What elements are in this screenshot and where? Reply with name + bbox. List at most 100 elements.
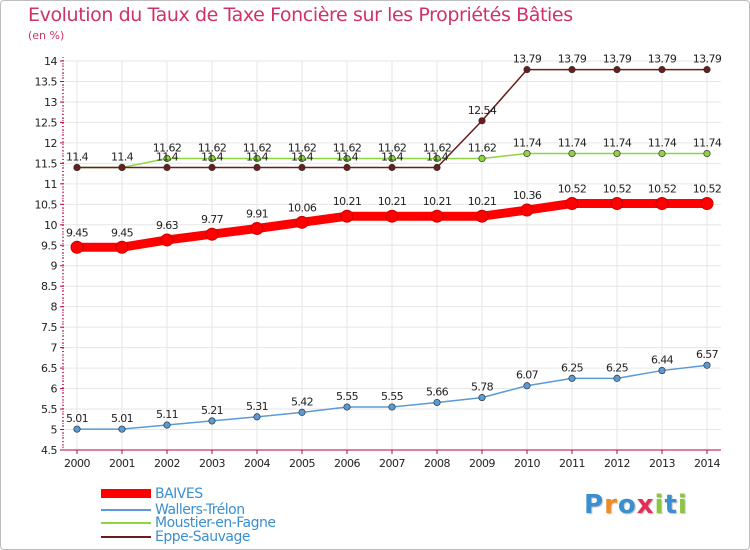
data-label-moustier-en-fagne: 11.62 bbox=[198, 141, 227, 154]
y-tick-label: 7.5 bbox=[41, 321, 57, 334]
x-tick-label: 2004 bbox=[244, 457, 270, 470]
data-label-wallers-trelon: 5.11 bbox=[156, 408, 178, 421]
point-eppe-sauvage bbox=[658, 66, 666, 74]
y-tick-label: 5 bbox=[51, 424, 58, 437]
y-tick-label: 4.5 bbox=[41, 444, 57, 457]
y-tick-label: 13.5 bbox=[35, 75, 58, 88]
chart-title: Evolution du Taux de Taxe Foncière sur l… bbox=[28, 4, 573, 26]
point-eppe-sauvage bbox=[613, 66, 621, 74]
data-label-eppe-sauvage: 11.4 bbox=[66, 150, 89, 163]
data-label-wallers-trelon: 6.25 bbox=[561, 361, 584, 374]
data-label-wallers-trelon: 6.44 bbox=[651, 354, 674, 367]
point-wallers-trelon bbox=[388, 403, 396, 411]
point-wallers-trelon bbox=[118, 425, 126, 433]
data-label-moustier-en-fagne: 11.62 bbox=[333, 141, 362, 154]
legend-swatch-wallers-trelon bbox=[101, 508, 151, 511]
point-moustier-en-fagne bbox=[613, 149, 621, 158]
legend-swatch-baives bbox=[101, 489, 151, 498]
x-tick-label: 2013 bbox=[649, 457, 675, 470]
x-tick-label: 2010 bbox=[514, 457, 540, 470]
data-label-moustier-en-fagne: 11.74 bbox=[513, 137, 542, 150]
y-tick-label: 6.5 bbox=[41, 362, 57, 375]
legend-swatch-eppe-sauvage bbox=[101, 535, 151, 538]
data-label-eppe-sauvage: 11.4 bbox=[426, 150, 449, 163]
point-baives bbox=[475, 209, 489, 223]
point-baives bbox=[295, 215, 309, 229]
point-eppe-sauvage bbox=[568, 66, 576, 74]
point-eppe-sauvage bbox=[478, 117, 486, 125]
proxiti-logo: Proxiti bbox=[584, 490, 688, 520]
legend-item-eppe-sauvage: Eppe-Sauvage bbox=[101, 528, 251, 545]
point-eppe-sauvage bbox=[73, 163, 81, 172]
data-label-moustier-en-fagne: 11.62 bbox=[288, 141, 317, 154]
point-baives bbox=[610, 196, 624, 210]
y-tick-label: 6 bbox=[51, 383, 58, 396]
point-moustier-en-fagne bbox=[343, 154, 351, 163]
point-wallers-trelon bbox=[163, 421, 171, 429]
point-eppe-sauvage bbox=[388, 163, 396, 172]
data-label-moustier-en-fagne: 11.62 bbox=[243, 141, 272, 154]
data-label-baives: 10.36 bbox=[513, 189, 542, 202]
legend-item-baives: BAIVES bbox=[101, 485, 203, 502]
y-tick-label: 10 bbox=[44, 219, 57, 232]
point-wallers-trelon bbox=[658, 367, 666, 375]
data-label-eppe-sauvage: 13.79 bbox=[558, 53, 587, 66]
data-label-moustier-en-fagne: 11.62 bbox=[153, 141, 182, 154]
data-label-wallers-trelon: 6.07 bbox=[516, 369, 539, 382]
data-label-baives: 10.06 bbox=[288, 201, 317, 214]
point-moustier-en-fagne bbox=[478, 154, 486, 163]
point-moustier-en-fagne bbox=[523, 149, 531, 158]
logo-letter: r bbox=[604, 490, 618, 520]
legend-swatch-moustier-en-fagne bbox=[101, 521, 151, 524]
data-label-baives: 9.45 bbox=[66, 226, 89, 239]
y-tick-label: 14 bbox=[44, 55, 57, 68]
data-label-moustier-en-fagne: 11.74 bbox=[603, 137, 632, 150]
data-label-wallers-trelon: 6.57 bbox=[696, 348, 719, 361]
point-moustier-en-fagne bbox=[568, 149, 576, 158]
y-tick-label: 12.5 bbox=[35, 116, 58, 129]
data-label-eppe-sauvage: 11.4 bbox=[111, 150, 134, 163]
point-baives bbox=[115, 240, 129, 254]
point-moustier-en-fagne bbox=[658, 149, 666, 158]
data-label-eppe-sauvage: 11.4 bbox=[336, 150, 359, 163]
x-tick-label: 2006 bbox=[334, 457, 360, 470]
x-tick-label: 2002 bbox=[154, 457, 180, 470]
point-eppe-sauvage bbox=[118, 163, 126, 172]
point-baives bbox=[565, 196, 579, 210]
data-label-wallers-trelon: 5.01 bbox=[66, 412, 88, 425]
logo-letter: t bbox=[664, 490, 678, 520]
point-moustier-en-fagne bbox=[298, 154, 306, 163]
point-wallers-trelon bbox=[478, 394, 486, 402]
unit-label: (en %) bbox=[28, 29, 65, 42]
y-tick-label: 10.5 bbox=[35, 198, 58, 211]
point-wallers-trelon bbox=[208, 417, 216, 425]
point-eppe-sauvage bbox=[523, 66, 531, 74]
legend-label-eppe-sauvage: Eppe-Sauvage bbox=[155, 528, 251, 545]
y-tick-label: 7 bbox=[51, 342, 58, 355]
point-eppe-sauvage bbox=[343, 163, 351, 172]
data-label-wallers-trelon: 5.31 bbox=[246, 400, 268, 413]
legend-label-baives: BAIVES bbox=[155, 485, 203, 502]
data-label-baives: 9.91 bbox=[246, 207, 268, 220]
data-label-wallers-trelon: 5.66 bbox=[426, 386, 449, 399]
y-tick-label: 11.5 bbox=[35, 157, 58, 170]
legend-label-moustier-en-fagne: Moustier-en-Fagne bbox=[155, 514, 276, 531]
point-baives bbox=[385, 209, 399, 223]
data-label-moustier-en-fagne: 11.74 bbox=[558, 137, 587, 150]
data-label-moustier-en-fagne: 11.62 bbox=[468, 141, 497, 154]
data-label-eppe-sauvage: 13.79 bbox=[513, 53, 542, 66]
data-label-moustier-en-fagne: 11.62 bbox=[378, 141, 407, 154]
point-wallers-trelon bbox=[298, 408, 306, 416]
y-tick-label: 11 bbox=[44, 178, 57, 191]
data-label-moustier-en-fagne: 11.62 bbox=[423, 141, 452, 154]
data-label-baives: 10.52 bbox=[558, 182, 587, 195]
data-label-wallers-trelon: 5.55 bbox=[381, 390, 404, 403]
data-label-eppe-sauvage: 11.4 bbox=[291, 150, 314, 163]
logo-letter: x bbox=[636, 490, 655, 520]
data-label-wallers-trelon: 5.01 bbox=[111, 412, 133, 425]
point-wallers-trelon bbox=[253, 413, 261, 421]
y-tick-label: 13 bbox=[44, 96, 57, 109]
x-tick-label: 2011 bbox=[559, 457, 585, 470]
